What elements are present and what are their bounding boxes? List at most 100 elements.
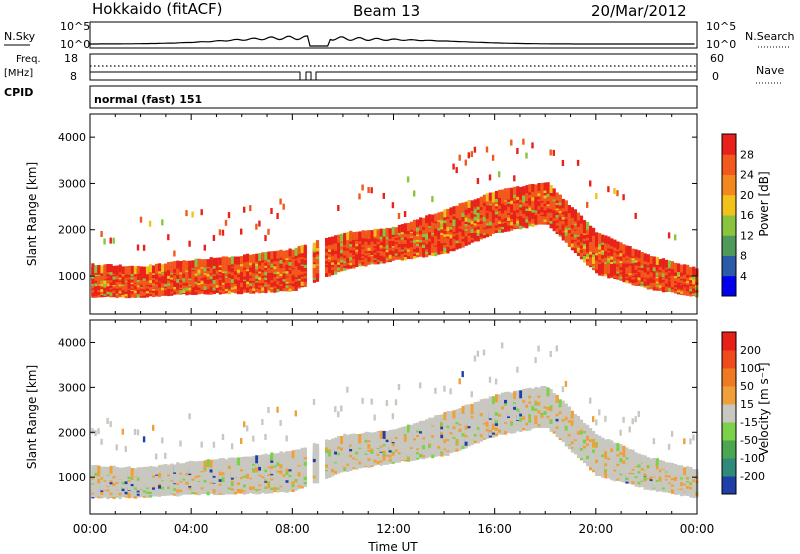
power-echo-cell: [464, 232, 468, 241]
velocity-echo-cell: [370, 432, 374, 441]
power-echo-cell: [543, 206, 547, 215]
power-x-ticks: [89, 114, 698, 314]
power-echo-cell: [631, 248, 635, 257]
power-echo-scatter: [510, 139, 513, 146]
power-echo-cell: [397, 224, 401, 233]
power-echo-cell: [385, 227, 389, 236]
power-echo-cell: [537, 183, 541, 191]
power-echo-cell: [613, 239, 617, 248]
velocity-echo-scatter: [470, 391, 473, 398]
velocity-echo-cell: [482, 414, 486, 423]
velocity-echo-cell: [464, 404, 468, 413]
power-colorbar-segment: [722, 215, 736, 236]
nsky-tick-top: 10^5: [60, 20, 90, 33]
freq-label-line2: [MHz]: [4, 68, 33, 79]
cpid-panel: [89, 85, 698, 109]
power-echo-cell: [285, 250, 289, 259]
power-echo-scatter: [549, 149, 552, 156]
velocity-echo-scatter: [240, 438, 243, 444]
velocity-echo-scatter: [212, 441, 216, 448]
velocity-echo-cell: [136, 467, 140, 476]
velocity-echo-cell: [400, 426, 404, 435]
power-echo-cell: [130, 265, 134, 274]
velocity-echo-cell: [158, 464, 162, 473]
power-echo-cell: [491, 192, 496, 201]
power-echo-cell: [194, 258, 198, 267]
power-echo-scatter: [607, 186, 610, 193]
velocity-echo-cell: [325, 439, 329, 448]
power-echo-cell: [485, 193, 489, 202]
power-echo-cell: [443, 209, 447, 218]
power-echo-scatter: [498, 171, 501, 178]
power-echo-cell: [579, 230, 584, 239]
power-echo-scatter: [185, 210, 188, 217]
power-echo-cell: [273, 284, 277, 293]
velocity-echo-cell: [334, 437, 338, 446]
power-echo-cell: [161, 264, 165, 273]
power-echo-scatter: [276, 213, 279, 219]
velocity-echo-scatter: [243, 421, 246, 428]
velocity-echo-cell: [434, 421, 438, 430]
power-echo-scatter: [258, 220, 261, 227]
cpid-value: normal (fast) 151: [94, 93, 202, 106]
power-echo-cell: [598, 233, 602, 242]
velocity-echo-scatter: [100, 438, 103, 445]
power-echo-cell: [361, 230, 365, 239]
power-echo-cell: [91, 263, 95, 272]
power-echo-scatter: [109, 237, 112, 244]
velocity-echo-cell: [507, 391, 511, 400]
velocity-echo-cell: [133, 468, 137, 477]
power-echo-scatter: [452, 163, 455, 170]
power-echo-cell: [531, 184, 535, 192]
power-echo-scatter: [361, 184, 364, 191]
power-echo-cell: [567, 205, 571, 213]
velocity-echo-cell: [504, 391, 508, 400]
beam-title: Beam 13: [353, 2, 420, 20]
power-colorbar-segment: [722, 154, 736, 175]
power-echo-scatter: [522, 138, 525, 145]
power-echo-scatter: [173, 250, 176, 257]
nsky-label: N.Sky: [4, 30, 36, 43]
power-echo-scatter: [513, 175, 516, 182]
velocity-echo-scatter: [443, 385, 446, 392]
power-echo-cell: [458, 203, 462, 212]
velocity-echo-cell: [273, 453, 277, 462]
power-colorbar-segment: [722, 255, 736, 277]
power-echo-cell: [507, 205, 511, 214]
velocity-echo-scatter: [164, 452, 167, 459]
velocity-echo-scatter: [461, 371, 464, 378]
velocity-echo-cell: [440, 414, 444, 423]
velocity-echo-cell: [473, 402, 477, 410]
freq-trace: [90, 71, 697, 81]
velocity-echo-cell: [458, 437, 462, 446]
power-echo-scatter: [674, 234, 677, 241]
date-title: 20/Mar/2012: [591, 2, 687, 20]
power-echo-cell: [488, 192, 492, 201]
velocity-echo-cell: [112, 465, 116, 474]
power-echo-scatter: [413, 190, 416, 197]
velocity-echo-cell: [431, 417, 435, 426]
power-echo-cell: [479, 196, 483, 205]
power-echo-cell: [504, 192, 508, 201]
power-echo-cell: [139, 266, 143, 275]
velocity-echo-scatter: [337, 411, 340, 418]
power-echo-cell: [619, 242, 623, 251]
velocity-echo-scatter: [276, 406, 279, 413]
power-echo-scatter: [576, 159, 580, 166]
power-echo-cell: [531, 198, 535, 206]
power-echo-cell: [437, 231, 441, 240]
power-echo-scatter: [391, 202, 395, 209]
power-echo-cell: [501, 189, 505, 198]
velocity-echo-cell: [355, 434, 359, 442]
velocity-echo-scatter: [346, 386, 349, 393]
power-echo-scatter: [282, 203, 285, 210]
velocity-echo-scatter: [419, 382, 422, 389]
power-echo-cell: [652, 256, 656, 265]
power-echo-cell: [452, 206, 456, 215]
velocity-echo-cell: [494, 394, 499, 403]
velocity-echo-cell: [397, 427, 401, 436]
power-echo-cell: [373, 228, 377, 237]
power-echo-cell: [197, 258, 201, 267]
power-echo-scatter: [161, 219, 164, 226]
nsky-panel: [89, 21, 698, 49]
